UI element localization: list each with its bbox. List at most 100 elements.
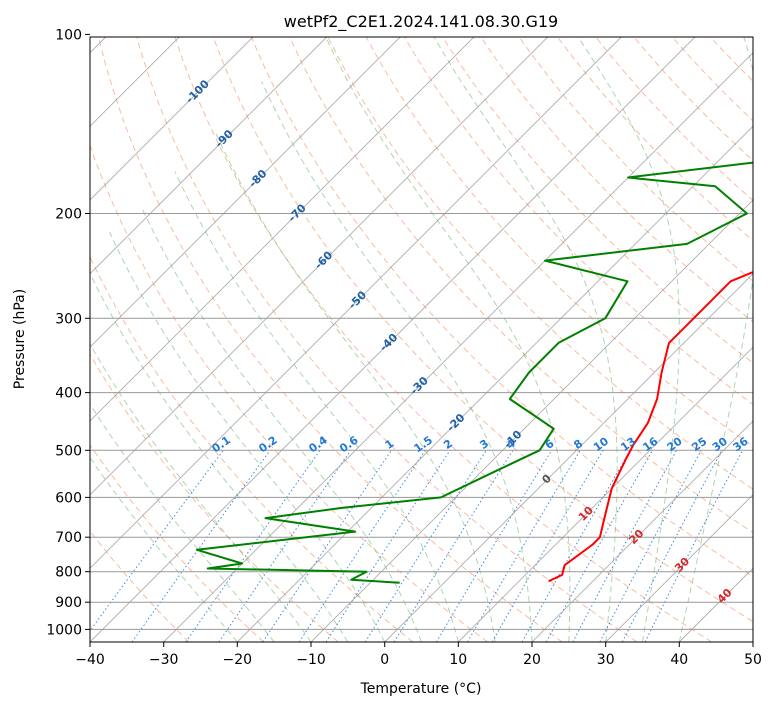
dry-adiabat-line [480, 37, 753, 323]
moist-adiabat-line [90, 272, 349, 642]
isotherm-line [90, 37, 328, 275]
dry-adiabat-line [709, 37, 753, 82]
dry-adiabat-line [747, 37, 753, 43]
moist-adiabat-line [90, 403, 275, 642]
moist-adiabat-line [433, 37, 618, 642]
mixing-ratio-line [90, 449, 224, 632]
isotherm-line [163, 52, 753, 642]
mixing-ratio-label: 1.5 [412, 434, 435, 456]
x-tick-label: 40 [670, 652, 688, 668]
moist-adiabat-line [109, 231, 386, 642]
y-tick-label: 1000 [46, 622, 82, 638]
x-tick-label: 30 [597, 652, 615, 668]
moist-adiabat-line [140, 206, 422, 642]
dry-adiabat-line [442, 37, 753, 364]
moist-adiabat-line [214, 130, 496, 642]
mixing-ratio-label: 0.1 [210, 434, 233, 456]
isotherm-line [531, 420, 753, 642]
dry-adiabat-line [289, 37, 753, 534]
isotherm-line [384, 273, 753, 642]
dry-adiabat-line [90, 255, 414, 642]
mixing-ratio-line [185, 450, 321, 642]
x-axis-label: Temperature (°C) [360, 681, 482, 697]
isotherm-label: -70 [286, 201, 309, 224]
dry-adiabat-line [671, 37, 753, 122]
dry-adiabat-line [365, 37, 753, 448]
y-tick-label: 900 [55, 595, 82, 611]
y-tick-label: 500 [55, 443, 82, 459]
mixing-ratio-line [644, 450, 744, 642]
mixing-ratio-line [325, 450, 451, 642]
sounding-profiles [195, 161, 753, 584]
mixing-ratio-line [364, 450, 487, 642]
mixing-ratio-label: 0.4 [306, 433, 330, 455]
mixing-ratio-line [545, 450, 653, 642]
dry-adiabat-line [403, 37, 753, 406]
y-tick-label: 600 [55, 490, 82, 506]
x-axis-ticks: −40 −30 −20 −10 0 10 20 30 40 50 [75, 642, 762, 668]
dry-adiabats [90, 21, 775, 642]
dry-adiabat-line [327, 37, 753, 490]
x-tick-label: 50 [744, 652, 762, 668]
x-tick-label: 10 [449, 652, 467, 668]
y-tick-label: 300 [55, 311, 82, 327]
dry-adiabat-line [90, 530, 190, 642]
y-tick-label: 100 [55, 27, 82, 43]
mixing-ratio-label: 20 [665, 435, 685, 455]
isotherm-line [457, 346, 753, 642]
isotherm-line [605, 494, 753, 642]
mixing-ratio-label: 36 [731, 435, 751, 455]
mixing-ratio-label: 0.6 [337, 433, 361, 455]
mixing-ratio-label: 30 [710, 435, 730, 455]
isotherm-line [236, 125, 753, 642]
mixing-ratio-label: 2 [441, 437, 455, 452]
dry-adiabat-line [212, 37, 753, 623]
isotherm-label: 20 [626, 527, 646, 547]
isotherm-line [90, 37, 696, 642]
mixing-ratio-lines [90, 449, 744, 642]
plot-area: -100-90-80-70-60-50-40-30-20-10010203040… [90, 21, 775, 642]
pressure-gridlines [90, 213, 753, 630]
mixing-ratio-label: 25 [689, 435, 709, 454]
isotherm-label: -60 [312, 248, 335, 271]
moist-adiabat-line [261, 81, 533, 642]
isotherm-line [90, 37, 622, 569]
y-axis-label: Pressure (hPa) [12, 289, 28, 389]
mixing-ratio-line [218, 450, 352, 642]
mixing-ratio-label: 10 [591, 435, 611, 455]
mixing-ratio-line [131, 450, 271, 642]
moist-adiabat-line [678, 37, 753, 642]
isotherm-label: -100 [183, 77, 212, 106]
mixing-ratio-line [298, 450, 426, 642]
isotherm-label: -90 [213, 127, 236, 150]
x-tick-label: −40 [75, 652, 105, 668]
isotherm-label: -30 [408, 374, 431, 397]
isotherm-line [90, 37, 549, 496]
isotherm-line [310, 199, 753, 642]
mixing-ratio-line [262, 450, 392, 642]
isotherm-label: 0 [539, 472, 554, 487]
dry-adiabat-line [250, 37, 753, 578]
isotherm-line [90, 37, 401, 348]
dry-adiabat-line [90, 144, 488, 642]
y-tick-label: 800 [55, 565, 82, 581]
dry-adiabat-line [771, 21, 775, 642]
mixing-ratio-label: 16 [640, 435, 660, 455]
mixing-ratio-label: 1 [383, 437, 397, 452]
dry-adiabat-line [90, 353, 339, 642]
x-tick-label: −30 [149, 652, 179, 668]
moist-adiabat-line [90, 456, 238, 642]
mixing-ratio-label: 8 [571, 437, 585, 452]
isotherm-line [678, 567, 753, 642]
dewpoint-line [195, 161, 753, 584]
x-tick-label: −10 [296, 652, 326, 668]
x-tick-label: 20 [523, 652, 541, 668]
mixing-ratio-line [435, 450, 553, 642]
mixing-ratio-line [467, 450, 581, 642]
dry-adiabat-line [136, 37, 638, 642]
mixing-ratio-line [599, 450, 702, 642]
isotherm-line [90, 37, 475, 422]
isotherm-line [90, 37, 254, 201]
isotherm-label: -80 [246, 167, 269, 190]
